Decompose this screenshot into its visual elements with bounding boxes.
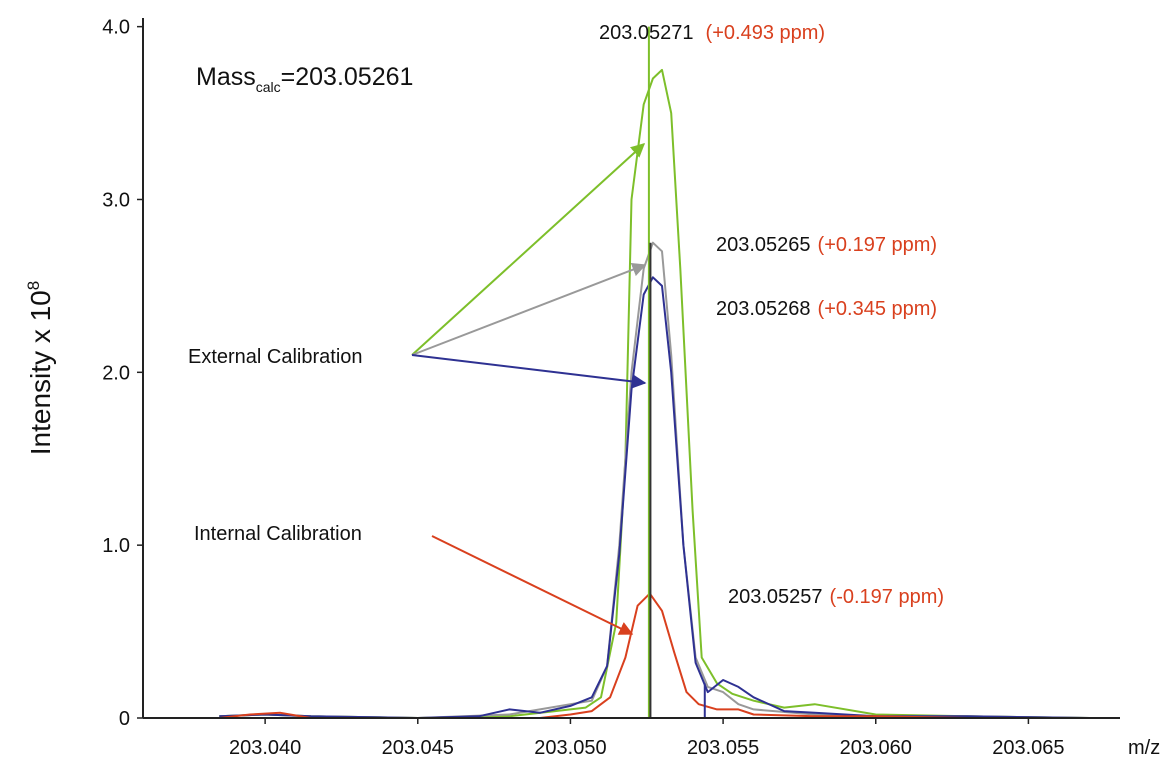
peak-label-gray: 203.05265 (+0.197 ppm) [716,234,937,256]
peak-label-red-ppm: (-0.197 ppm) [830,586,945,608]
peak-label-navy-ppm: (+0.345 ppm) [818,298,938,320]
y-tick-label: 3.0 [102,189,130,211]
x-tick-label: 203.040 [229,737,301,759]
external-arrow-green [411,143,646,356]
x-tick-label: 203.050 [534,737,606,759]
mass-calc-prefix: Mass [196,63,256,91]
x-tick-label: 203.065 [992,737,1064,759]
series-line-0 [219,68,1090,719]
series-line-2 [219,276,1090,719]
x-tick-label: 203.060 [840,737,912,759]
x-tick-label: 203.055 [687,737,759,759]
peak-label-gray-mass: 203.05265 [716,234,811,256]
peak-label-red: 203.05257 (-0.197 ppm) [728,586,944,608]
external-calibration-label: External Calibration [188,346,363,368]
y-axis-label-exponent: 8 [24,281,43,290]
internal-arrow-red [431,535,634,635]
peak-label-green-mass: 203.05271 [599,22,694,44]
y-tick-label: 4.0 [102,17,130,39]
series-line-1 [219,241,1090,719]
mass-calc-label: Masscalc=203.05261 [196,63,413,95]
y-tick-label: 0 [119,708,130,730]
mass-calc-value: =203.05261 [281,63,414,91]
x-ticks: 203.040 203.045 203.050 203.055 203.060 203.0… [229,718,1065,759]
series-line-3 [219,592,1090,719]
y-tick-label: 1.0 [102,535,130,557]
peak-label-gray-ppm: (+0.197 ppm) [818,234,938,256]
x-tick-label: 203.045 [382,737,454,759]
y-axis-label-main: Intensity x 10 [25,290,56,455]
stick-layer [647,26,706,718]
peak-label-navy: 203.05268 (+0.345 ppm) [716,298,937,320]
internal-calibration-label: Internal Calibration [194,523,362,545]
external-arrow-navy [411,354,647,389]
y-axis-label: Intensity x 108 [24,281,56,455]
peak-label-green: 203.05271 (+0.493 ppm) [599,22,825,44]
y-tick-label: 2.0 [102,362,130,384]
peak-label-green-ppm: (+0.493 ppm) [706,22,826,44]
series-layer [219,68,1090,719]
x-axis-label: m/z [1128,737,1160,759]
external-arrow-gray [411,263,647,356]
peak-label-navy-mass: 203.05268 [716,298,811,320]
mass-calc-subscript: calc [256,79,281,95]
peak-label-red-mass: 203.05257 [728,586,823,608]
y-ticks: 0 1.0 2.0 3.0 4.0 [102,17,143,730]
